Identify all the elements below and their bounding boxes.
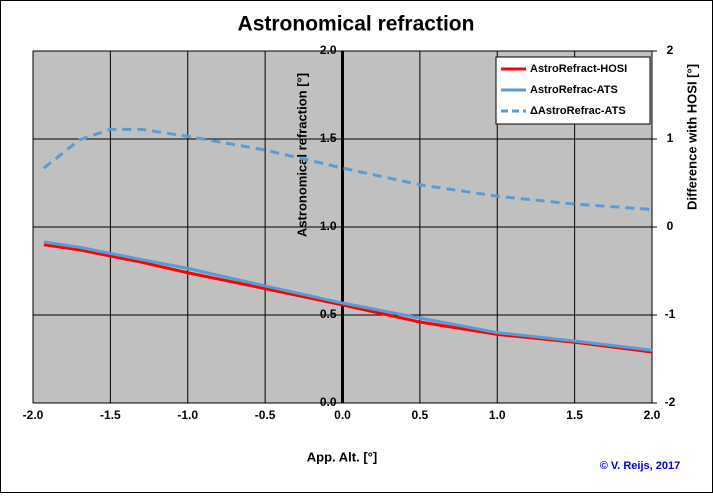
y-tick-label: 2.0: [320, 43, 337, 57]
series-line: [43, 240, 653, 352]
x-tick-label: 1.0: [489, 408, 506, 422]
x-tick-label: 2.0: [644, 408, 661, 422]
x-axis-label: App. Alt. [°]: [307, 449, 377, 464]
legend: AstroRefract-HOSI AstroRefrac-ATS ΔAstroRe…: [495, 56, 651, 125]
y-tick-label: 0.0: [320, 395, 337, 409]
y2-tick-label: 0: [667, 219, 674, 233]
x-tick-label: -1.5: [100, 408, 121, 422]
legend-label: ΔAstroRefrac-ATS: [530, 105, 626, 117]
x-tick-label: 0.0: [334, 408, 351, 422]
x-tick-label: 1.5: [566, 408, 583, 422]
y-tick-label: 1.0: [320, 219, 337, 233]
x-tick-label: 0.5: [412, 408, 429, 422]
series-line: [43, 243, 653, 354]
x-tick-label: -1.0: [177, 408, 198, 422]
y2-tick-label: 2: [667, 43, 674, 57]
legend-label: AstroRefrac-ATS: [530, 84, 618, 96]
y-tick-label: 0.5: [320, 307, 337, 321]
y2-axis-label: Difference with HOSI [°]: [684, 64, 699, 210]
y2-tick-label: -2: [665, 395, 676, 409]
credit: © V. Reijs, 2017: [600, 460, 680, 472]
x-tick-label: -2.0: [23, 408, 44, 422]
chart-title: Astronomical refraction: [238, 13, 475, 36]
series-line: [42, 127, 653, 211]
legend-label: AstroRefract-HOSI: [530, 63, 627, 75]
y-tick-label: 1.5: [320, 131, 337, 145]
y2-tick-label: -1: [665, 307, 676, 321]
y2-tick-label: 1: [667, 131, 674, 145]
y-axis-label: Astronomical refraction [°]: [294, 73, 309, 237]
x-tick-label: -0.5: [255, 408, 276, 422]
